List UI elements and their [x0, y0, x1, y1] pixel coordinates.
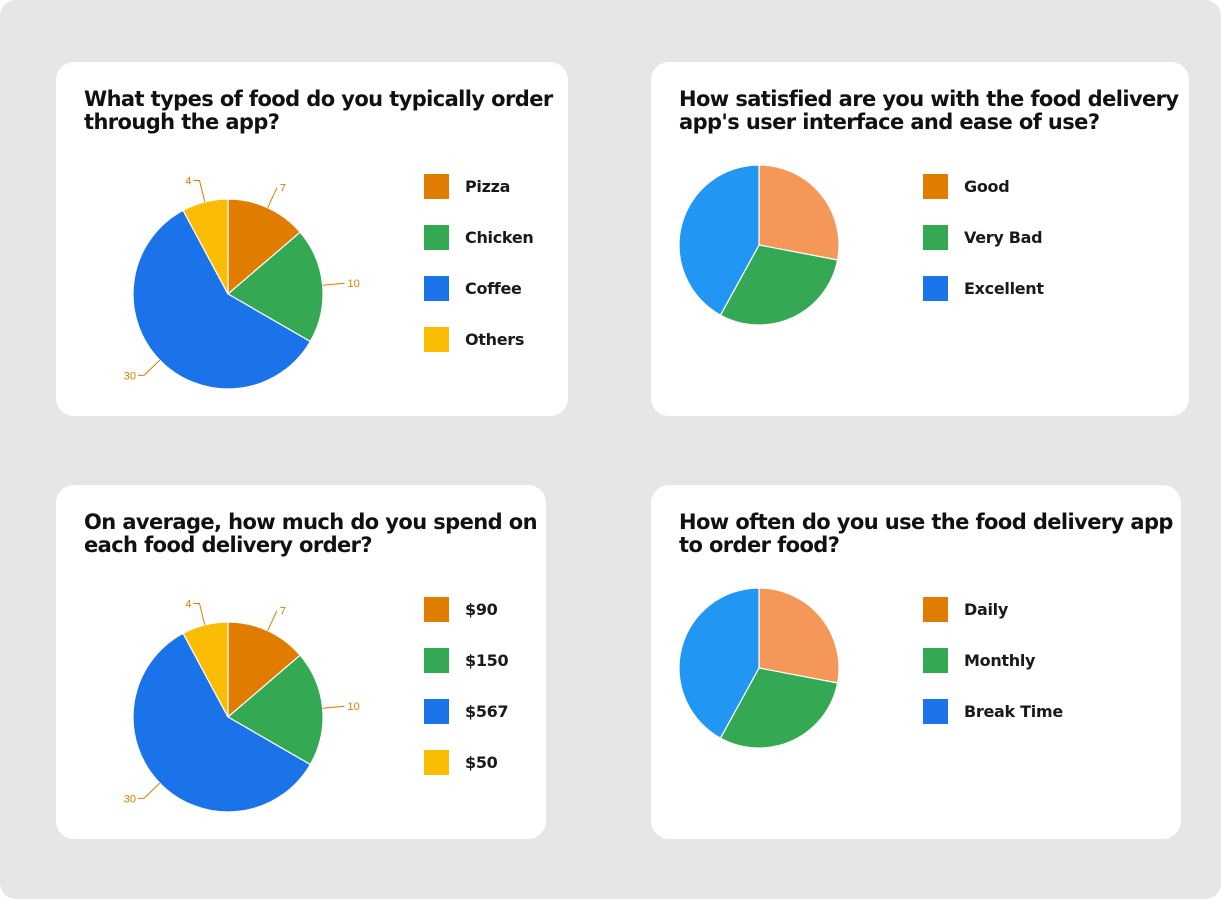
legend-item-50: $50	[424, 750, 508, 775]
legend-label: Very Bad	[964, 228, 1043, 247]
legend-item-others: Others	[424, 327, 533, 352]
spend-pie-chart: 7 10 30 4	[124, 599, 360, 813]
legend-swatch	[923, 174, 948, 199]
legend-label: $50	[465, 753, 498, 772]
data-label-leader	[193, 180, 206, 203]
pie-slice-excellent	[678, 164, 760, 316]
card-title: How often do you use the food delivery a…	[679, 511, 1173, 557]
data-label-leader	[322, 705, 345, 709]
data-label: 10	[348, 701, 360, 713]
data-label-leader	[138, 359, 161, 376]
spend-per-order-card: On average, how much do you spend on eac…	[56, 485, 546, 839]
card-title-line: What types of food do you typically orde…	[84, 87, 553, 111]
legend-label: Good	[964, 177, 1010, 196]
legend-swatch	[424, 276, 449, 301]
card-title-line: through the app?	[84, 110, 280, 134]
chart-legend: Daily Monthly Break Time	[923, 597, 1063, 750]
card-title: How satisfied are you with the food deli…	[679, 88, 1179, 134]
legend-label: Others	[465, 330, 525, 349]
chart-legend: Pizza Chicken Coffee Others	[424, 174, 534, 378]
legend-label: Break Time	[964, 702, 1063, 721]
pie-slice-good	[758, 164, 840, 261]
data-label: 7	[280, 606, 286, 618]
usage-frequency-card: How often do you use the food delivery a…	[651, 485, 1181, 839]
legend-swatch	[424, 699, 449, 724]
chart-legend: Good Very Bad Excellent	[923, 174, 1044, 327]
data-label: 30	[124, 793, 136, 805]
legend-item-excellent: Excellent	[923, 276, 1044, 301]
pie-slice-very-bad	[719, 244, 839, 326]
data-label: 30	[124, 370, 136, 382]
card-title: What types of food do you typically orde…	[84, 88, 553, 134]
pie-slice-monthly	[719, 667, 839, 749]
legend-item-break-time: Break Time	[923, 699, 1063, 724]
legend-label: $90	[465, 600, 498, 619]
pie-slice-chicken	[226, 231, 324, 343]
card-title-line: How often do you use the food delivery a…	[679, 510, 1173, 534]
legend-label: Daily	[964, 600, 1008, 619]
legend-swatch	[424, 174, 449, 199]
legend-item-coffee: Coffee	[424, 276, 533, 301]
legend-item-chicken: Chicken	[424, 225, 534, 250]
legend-swatch	[424, 750, 449, 775]
legend-swatch	[923, 276, 948, 301]
card-title-line: each food delivery order?	[84, 533, 373, 557]
food-types-pie-chart: 7 10 30 4	[124, 176, 360, 390]
legend-label: Excellent	[964, 279, 1044, 298]
pie-slice-daily	[758, 587, 840, 684]
legend-swatch	[923, 648, 948, 673]
legend-item-daily: Daily	[923, 597, 1063, 622]
legend-label: Pizza	[465, 177, 511, 196]
legend-item-90: $90	[424, 597, 508, 622]
legend-swatch	[424, 327, 449, 352]
card-title: On average, how much do you spend on eac…	[84, 510, 538, 557]
card-title-line: to order food?	[679, 533, 840, 557]
card-title-line: How satisfied are you with the food deli…	[679, 87, 1179, 111]
pie-slice-break-time	[678, 587, 760, 739]
legend-item-567: $567	[424, 699, 509, 724]
card-title-line: On average, how much do you spend on	[84, 510, 538, 534]
data-label: 10	[348, 278, 360, 290]
data-label-leader	[138, 782, 161, 799]
data-label-leader	[267, 610, 278, 631]
legend-item-monthly: Monthly	[923, 648, 1063, 673]
data-label: 4	[185, 599, 191, 611]
pie-slice-pizza	[227, 198, 301, 296]
data-label-leader	[267, 187, 278, 208]
satisfaction-card: How satisfied are you with the food deli…	[651, 62, 1189, 416]
frequency-pie-chart	[678, 587, 840, 749]
legend-swatch	[424, 648, 449, 673]
food-types-card: What types of food do you typically orde…	[56, 62, 568, 416]
pie-slice--90	[227, 621, 301, 719]
legend-item-pizza: Pizza	[424, 174, 533, 199]
pie-slice--150	[226, 654, 324, 766]
legend-swatch	[923, 597, 948, 622]
legend-item-150: $150	[424, 648, 509, 673]
legend-swatch	[424, 225, 449, 250]
legend-label: Chicken	[465, 228, 534, 247]
chart-legend: $90 $150 $567 $50	[424, 597, 509, 801]
data-label-leader	[322, 282, 345, 286]
card-title-line: app's user interface and ease of use?	[679, 110, 1100, 134]
legend-swatch	[923, 699, 948, 724]
legend-label: Monthly	[964, 651, 1036, 670]
legend-item-good: Good	[923, 174, 1044, 199]
legend-label: $150	[465, 651, 509, 670]
data-label: 7	[280, 183, 286, 195]
data-label-leader	[193, 603, 206, 626]
satisfaction-pie-chart	[678, 164, 840, 326]
legend-item-very-bad: Very Bad	[923, 225, 1044, 250]
legend-swatch	[424, 597, 449, 622]
legend-swatch	[923, 225, 948, 250]
data-label: 4	[185, 176, 191, 188]
legend-label: Coffee	[465, 279, 522, 298]
legend-label: $567	[465, 702, 509, 721]
